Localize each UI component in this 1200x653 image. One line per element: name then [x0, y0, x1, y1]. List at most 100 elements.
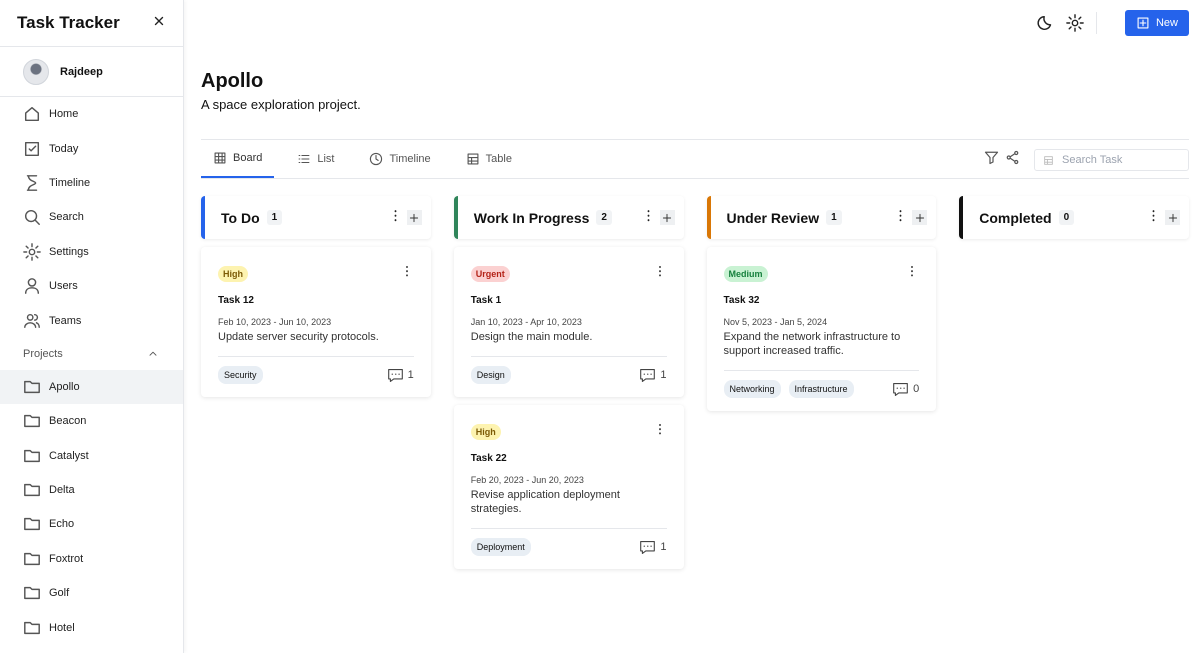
nav-item[interactable]: Settings: [0, 235, 183, 269]
tag: Security: [218, 366, 263, 384]
project-item[interactable]: Apollo: [0, 369, 183, 405]
task-description: Update server security protocols.: [218, 331, 379, 343]
nav-label: Users: [49, 280, 78, 293]
folder-icon: [24, 449, 40, 462]
dots-icon: [1152, 209, 1155, 221]
divider: [1096, 12, 1097, 34]
tab-label: Table: [485, 153, 512, 165]
card-menu[interactable]: [400, 264, 414, 283]
add-task-button[interactable]: [1165, 210, 1180, 225]
tab[interactable]: Timeline: [357, 140, 442, 178]
column-name: Work In Progress: [473, 209, 590, 226]
new-button[interactable]: New: [1125, 10, 1189, 36]
project-item[interactable]: Foxtrot: [0, 542, 183, 576]
dots-icon: [658, 265, 661, 277]
project-label: Catalyst: [49, 449, 89, 462]
task-title: Task 12: [218, 295, 254, 306]
sidebar-header: Task Tracker: [0, 0, 183, 47]
close-button[interactable]: [152, 14, 166, 33]
comment-count: 1: [660, 369, 667, 381]
column-menu[interactable]: [893, 208, 908, 228]
task-dates: Jan 10, 2023 - Apr 10, 2023: [470, 317, 582, 327]
card-menu[interactable]: [653, 422, 667, 441]
column-menu[interactable]: [388, 208, 403, 228]
project-item[interactable]: Echo: [0, 507, 183, 541]
card-top: High: [470, 422, 667, 441]
folder-icon: [24, 587, 40, 600]
add-task-button[interactable]: [659, 210, 675, 225]
add-task-button[interactable]: [406, 210, 422, 225]
comment-icon: [640, 540, 656, 554]
column-actions: [1146, 208, 1180, 228]
settings-icon: [23, 242, 41, 261]
column-menu[interactable]: [641, 208, 656, 228]
tab[interactable]: Board: [201, 140, 275, 178]
table-icon: [467, 153, 479, 165]
tabs: Board List Timeline Table Search Task: [201, 139, 1189, 179]
comment-icon: [893, 382, 908, 396]
nav-label: Search: [49, 211, 84, 224]
task-card[interactable]: High Task 12 Feb 10, 2023 - Jun 10, 2023 Up…: [201, 247, 431, 397]
project-item[interactable]: Hotel: [0, 610, 183, 644]
icon-path: [24, 552, 40, 565]
home-icon: [24, 107, 40, 122]
column-name: Completed: [979, 209, 1052, 226]
nav-label: Settings: [49, 245, 89, 258]
task-description: Design the main module.: [470, 331, 593, 343]
table-icon: [1044, 155, 1053, 165]
tab[interactable]: Table: [454, 140, 524, 178]
nav-item[interactable]: Search: [0, 200, 183, 234]
column-actions: [388, 208, 422, 228]
project-item[interactable]: Delta: [0, 473, 183, 507]
add-task-button[interactable]: [912, 210, 928, 225]
nav-item[interactable]: Home: [0, 97, 183, 131]
column-actions: [893, 208, 928, 228]
clock-icon: [370, 152, 383, 166]
card-menu[interactable]: [653, 264, 667, 283]
plus-icon: [915, 213, 924, 222]
main: Apollo A space exploration project. Board L…: [201, 46, 1189, 569]
icon-path: [893, 382, 908, 396]
project-item[interactable]: Beacon: [0, 404, 183, 438]
avatar: [23, 58, 49, 85]
search-box[interactable]: Search Task: [1034, 149, 1189, 171]
theme-toggle[interactable]: [1037, 14, 1055, 37]
share-button[interactable]: [1005, 150, 1020, 170]
project-item[interactable]: Golf: [0, 576, 183, 610]
task-card[interactable]: Urgent Task 1 Jan 10, 2023 - Apr 10, 2023 D…: [453, 247, 684, 397]
tag: Design: [470, 366, 511, 384]
task-description: Revise application deployment strategies…: [470, 489, 620, 515]
comment-count: 1: [407, 369, 414, 381]
board: To Do 1 High Task 12 Feb 10, 2023 - Jun 10, …: [201, 196, 1189, 569]
nav-item[interactable]: Today: [0, 131, 183, 165]
task-title: Task 1: [470, 295, 502, 306]
icon-path: [24, 313, 40, 328]
project-item[interactable]: Catalyst: [0, 439, 183, 473]
folder-icon: [24, 552, 40, 565]
nav-item[interactable]: Users: [0, 269, 183, 303]
icon-path: [984, 151, 999, 165]
task-count: 2: [596, 210, 612, 225]
card-menu[interactable]: [905, 264, 919, 283]
column-menu[interactable]: [1146, 208, 1161, 228]
projects-header[interactable]: Projects: [0, 338, 183, 370]
task-card[interactable]: High Task 22 Feb 20, 2023 - Jun 20, 2023 Re…: [453, 405, 684, 569]
filter-button[interactable]: [984, 150, 999, 170]
plus-icon: [410, 213, 419, 222]
comment-count: 1: [660, 541, 667, 553]
icon-path: [1137, 17, 1149, 29]
nav-item[interactable]: Teams: [0, 303, 183, 337]
task-card[interactable]: Medium Task 32 Nov 5, 2023 - Jan 5, 2024 Ex…: [706, 247, 937, 411]
plus-icon: [1168, 213, 1177, 222]
share-icon: [1006, 150, 1019, 165]
comment-icon: [640, 368, 656, 382]
settings-button[interactable]: [1066, 14, 1084, 37]
tab[interactable]: List: [285, 140, 346, 178]
tab-label: Timeline: [389, 153, 431, 165]
search-icon: [25, 210, 40, 226]
column: To Do 1 High Task 12 Feb 10, 2023 - Jun 10, …: [201, 196, 431, 569]
icon-path: [1168, 213, 1177, 222]
icon-path: [24, 449, 40, 462]
nav-item[interactable]: Timeline: [0, 166, 183, 200]
tag: Deployment: [470, 538, 531, 556]
